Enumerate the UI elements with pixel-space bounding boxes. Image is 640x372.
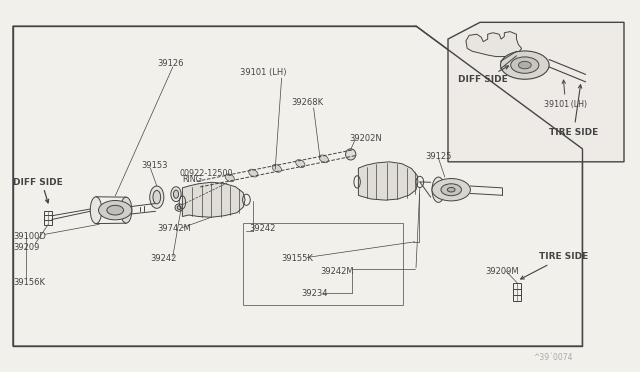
- Polygon shape: [182, 182, 245, 217]
- Text: 00922-12500: 00922-12500: [179, 169, 233, 178]
- Ellipse shape: [272, 164, 282, 172]
- Text: TIRE SIDE: TIRE SIDE: [521, 252, 588, 279]
- Circle shape: [518, 61, 531, 69]
- Text: 39268K: 39268K: [291, 98, 323, 107]
- Circle shape: [107, 205, 124, 215]
- Text: 39234: 39234: [301, 289, 327, 298]
- Text: 39242M: 39242M: [320, 267, 354, 276]
- Bar: [513, 283, 521, 301]
- Text: 39155K: 39155K: [282, 254, 314, 263]
- Circle shape: [511, 57, 539, 73]
- Text: 39153: 39153: [141, 161, 167, 170]
- Circle shape: [99, 201, 132, 220]
- Circle shape: [500, 51, 549, 79]
- Ellipse shape: [175, 204, 184, 211]
- Text: ^39´0074: ^39´0074: [533, 353, 573, 362]
- Text: 39101 (LH): 39101 (LH): [544, 80, 587, 109]
- Ellipse shape: [171, 187, 181, 202]
- Text: 39156K: 39156K: [13, 278, 45, 287]
- Ellipse shape: [120, 197, 132, 223]
- Ellipse shape: [225, 174, 234, 182]
- Circle shape: [441, 184, 461, 196]
- Bar: [44, 211, 52, 225]
- Polygon shape: [448, 22, 624, 162]
- Ellipse shape: [319, 155, 328, 163]
- Polygon shape: [466, 32, 522, 57]
- Ellipse shape: [173, 190, 179, 198]
- Text: 39125: 39125: [426, 152, 452, 161]
- Ellipse shape: [153, 190, 161, 204]
- Text: 39242: 39242: [150, 254, 177, 263]
- Text: 39742M: 39742M: [157, 224, 191, 233]
- Ellipse shape: [296, 160, 305, 167]
- Text: DIFF SIDE: DIFF SIDE: [13, 178, 63, 187]
- Circle shape: [447, 187, 455, 192]
- Ellipse shape: [432, 177, 445, 202]
- Text: 39242: 39242: [250, 224, 276, 233]
- Ellipse shape: [177, 206, 181, 209]
- Polygon shape: [358, 162, 418, 200]
- Ellipse shape: [90, 197, 102, 224]
- Text: 39100D: 39100D: [13, 232, 45, 241]
- Text: 39202N: 39202N: [349, 134, 381, 143]
- Text: 39209M: 39209M: [485, 267, 519, 276]
- Text: 39209: 39209: [13, 243, 39, 252]
- Ellipse shape: [150, 186, 164, 208]
- Circle shape: [432, 179, 470, 201]
- Bar: [243, 223, 403, 305]
- Text: TIRE SIDE: TIRE SIDE: [549, 85, 598, 137]
- Text: 39101 (LH): 39101 (LH): [240, 68, 287, 77]
- Text: RING: RING: [182, 175, 202, 184]
- Ellipse shape: [346, 149, 356, 160]
- Text: 39126: 39126: [157, 59, 183, 68]
- Text: DIFF SIDE: DIFF SIDE: [458, 66, 509, 84]
- Ellipse shape: [248, 169, 258, 177]
